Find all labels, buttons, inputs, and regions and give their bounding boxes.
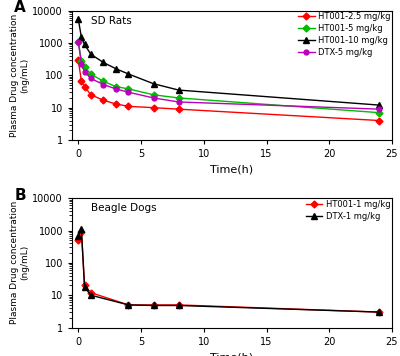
DTX-1 mg/kg xyxy=(88,293,93,297)
Y-axis label: Plasma Drug concentration
(ng/mL): Plasma Drug concentration (ng/mL) xyxy=(10,201,30,324)
HT001-10 mg/kg xyxy=(82,42,87,47)
DTX-1 mg/kg xyxy=(126,303,131,307)
HT001-10 mg/kg xyxy=(114,67,118,71)
DTX-1 mg/kg xyxy=(176,303,181,308)
DTX-5 mg/kg xyxy=(126,90,131,94)
HT001-1 mg/kg xyxy=(126,303,131,307)
Legend: HT001-2.5 mg/kg, HT001-5 mg/kg, HT001-10 mg/kg, DTX-5 mg/kg: HT001-2.5 mg/kg, HT001-5 mg/kg, HT001-10… xyxy=(297,11,391,58)
HT001-10 mg/kg xyxy=(176,88,181,92)
HT001-1 mg/kg xyxy=(176,303,181,307)
HT001-1 mg/kg xyxy=(76,238,81,242)
HT001-5 mg/kg xyxy=(126,87,131,91)
X-axis label: Time(h): Time(h) xyxy=(210,164,254,174)
HT001-2.5 mg/kg xyxy=(76,58,81,62)
HT001-1 mg/kg xyxy=(79,230,84,234)
DTX-1 mg/kg xyxy=(79,227,84,231)
DTX-1 mg/kg xyxy=(151,303,156,308)
HT001-5 mg/kg xyxy=(88,72,93,76)
HT001-5 mg/kg xyxy=(76,40,81,44)
HT001-1 mg/kg xyxy=(151,303,156,307)
Line: HT001-5 mg/kg: HT001-5 mg/kg xyxy=(76,39,382,115)
HT001-10 mg/kg xyxy=(126,72,131,76)
HT001-10 mg/kg xyxy=(76,17,81,21)
HT001-2.5 mg/kg xyxy=(82,84,87,89)
DTX-5 mg/kg xyxy=(76,40,81,44)
Line: HT001-10 mg/kg: HT001-10 mg/kg xyxy=(76,16,382,108)
DTX-5 mg/kg xyxy=(377,107,382,111)
HT001-2.5 mg/kg xyxy=(88,93,93,97)
Line: HT001-1 mg/kg: HT001-1 mg/kg xyxy=(76,230,382,314)
HT001-10 mg/kg xyxy=(151,82,156,86)
HT001-10 mg/kg xyxy=(88,52,93,56)
Legend: HT001-1 mg/kg, DTX-1 mg/kg: HT001-1 mg/kg, DTX-1 mg/kg xyxy=(305,199,391,222)
DTX-1 mg/kg xyxy=(76,234,81,238)
HT001-10 mg/kg xyxy=(79,35,84,40)
HT001-1 mg/kg xyxy=(377,310,382,314)
Line: DTX-5 mg/kg: DTX-5 mg/kg xyxy=(76,39,382,111)
HT001-2.5 mg/kg xyxy=(114,102,118,106)
HT001-5 mg/kg xyxy=(151,93,156,97)
DTX-5 mg/kg xyxy=(151,96,156,100)
DTX-1 mg/kg xyxy=(377,310,382,314)
Y-axis label: Plasma Drug concentration
(ng/mL): Plasma Drug concentration (ng/mL) xyxy=(10,14,30,137)
HT001-5 mg/kg xyxy=(114,84,118,89)
Line: DTX-1 mg/kg: DTX-1 mg/kg xyxy=(76,226,382,315)
HT001-5 mg/kg xyxy=(79,59,84,63)
Text: Beagle Dogs: Beagle Dogs xyxy=(91,203,157,213)
HT001-2.5 mg/kg xyxy=(101,98,106,103)
DTX-5 mg/kg xyxy=(114,87,118,91)
Line: HT001-2.5 mg/kg: HT001-2.5 mg/kg xyxy=(76,57,382,123)
HT001-2.5 mg/kg xyxy=(126,104,131,109)
HT001-5 mg/kg xyxy=(101,79,106,84)
DTX-1 mg/kg xyxy=(82,285,87,289)
HT001-2.5 mg/kg xyxy=(176,107,181,111)
HT001-5 mg/kg xyxy=(176,96,181,100)
DTX-5 mg/kg xyxy=(82,69,87,74)
HT001-10 mg/kg xyxy=(377,103,382,107)
DTX-5 mg/kg xyxy=(176,100,181,104)
HT001-5 mg/kg xyxy=(82,65,87,69)
HT001-1 mg/kg xyxy=(82,283,87,288)
HT001-10 mg/kg xyxy=(101,60,106,64)
HT001-2.5 mg/kg xyxy=(151,105,156,110)
HT001-2.5 mg/kg xyxy=(377,119,382,123)
HT001-1 mg/kg xyxy=(88,290,93,295)
DTX-5 mg/kg xyxy=(79,62,84,66)
Text: B: B xyxy=(14,188,26,203)
HT001-5 mg/kg xyxy=(377,111,382,115)
DTX-5 mg/kg xyxy=(88,76,93,80)
Text: A: A xyxy=(14,0,26,15)
X-axis label: Time(h): Time(h) xyxy=(210,352,254,356)
DTX-5 mg/kg xyxy=(101,82,106,87)
Text: SD Rats: SD Rats xyxy=(91,16,132,26)
HT001-2.5 mg/kg xyxy=(79,79,84,84)
